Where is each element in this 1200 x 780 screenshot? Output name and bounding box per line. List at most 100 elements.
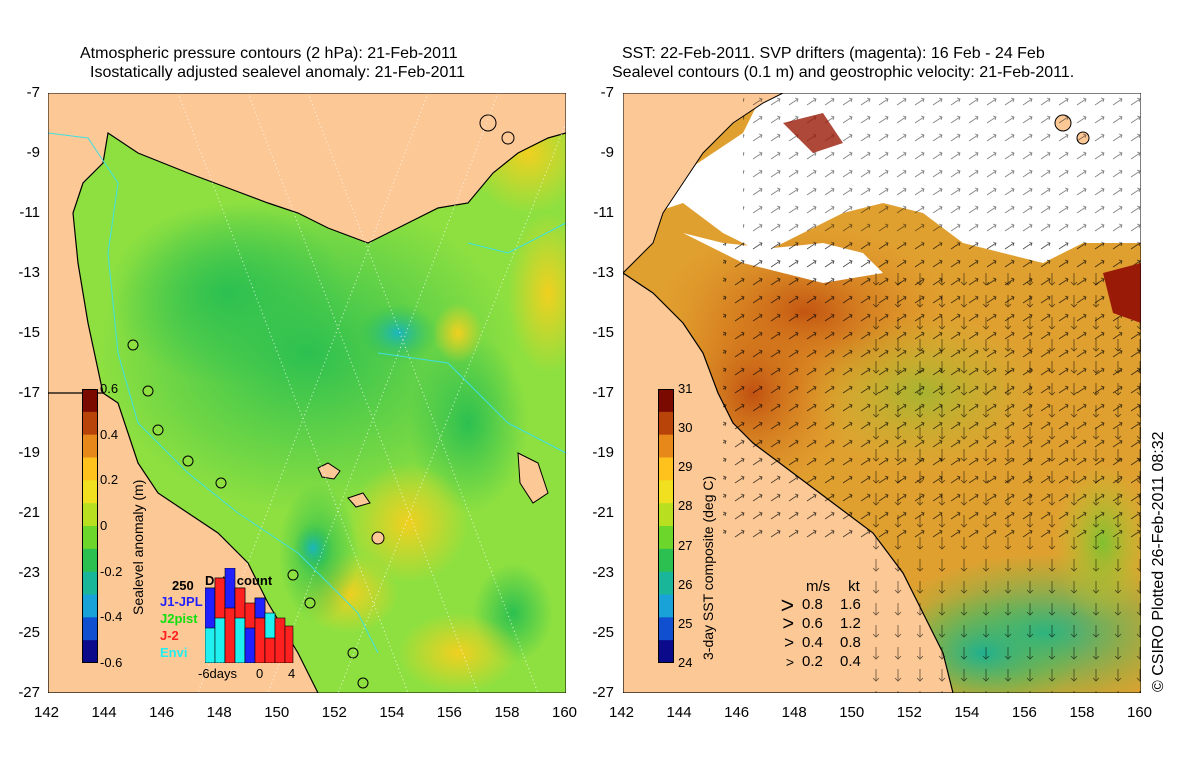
right-colorbar-tick: 28 bbox=[678, 498, 693, 514]
colorbar-segment bbox=[82, 411, 98, 436]
right-y-tick: -13 bbox=[592, 264, 614, 281]
colorbar-segment bbox=[658, 548, 674, 573]
left-y-tick: -15 bbox=[18, 324, 40, 341]
colorbar-segment bbox=[82, 594, 98, 618]
right-x-tick: 156 bbox=[1011, 704, 1037, 721]
data-count-x-label: -6days bbox=[198, 666, 238, 681]
colorbar-segment bbox=[658, 571, 674, 595]
left-y-tick: -11 bbox=[19, 204, 40, 221]
velocity-legend-ms: 0.8 bbox=[802, 596, 823, 613]
left-y-tick: -27 bbox=[18, 684, 40, 701]
left-map bbox=[48, 93, 566, 693]
velocity-legend-ms: 0.2 bbox=[802, 653, 823, 670]
colorbar-segment bbox=[82, 457, 98, 481]
right-colorbar bbox=[658, 389, 674, 663]
right-title-line1: SST: 22-Feb-2011. SVP drifters (magenta)… bbox=[622, 45, 1045, 62]
velocity-arrow-icon: > bbox=[782, 612, 794, 635]
right-x-tick: 158 bbox=[1069, 704, 1095, 721]
velocity-legend-kt: 0.8 bbox=[840, 634, 861, 651]
right-x-tick: 144 bbox=[666, 704, 692, 721]
colorbar-segment bbox=[82, 480, 98, 504]
right-x-tick: 154 bbox=[954, 704, 980, 721]
left-y-tick: -25 bbox=[18, 624, 40, 641]
left-colorbar-tick: -0.4 bbox=[100, 609, 123, 625]
colorbar-segment bbox=[82, 617, 98, 641]
right-y-tick: -7 bbox=[600, 84, 614, 101]
right-x-tick: 152 bbox=[896, 704, 922, 721]
colorbar-segment bbox=[82, 571, 98, 595]
left-colorbar-tick: 0.4 bbox=[100, 426, 119, 442]
colorbar-segment bbox=[82, 526, 98, 550]
left-y-tick: -9 bbox=[26, 144, 40, 161]
colorbar-segment bbox=[82, 434, 98, 458]
colorbar-segment bbox=[82, 548, 98, 573]
velocity-arrow-icon: > bbox=[785, 653, 794, 670]
velocity-legend-kt: 1.6 bbox=[840, 596, 861, 613]
data-count-legend-item: J2pist bbox=[160, 611, 198, 626]
right-map bbox=[623, 93, 1141, 693]
left-x-tick: 156 bbox=[436, 704, 462, 721]
right-y-tick: -23 bbox=[592, 564, 614, 581]
right-colorbar-tick: 29 bbox=[678, 459, 693, 475]
left-x-tick: 144 bbox=[91, 704, 117, 721]
right-title-line2: Sealevel contours (0.1 m) and geostrophi… bbox=[612, 64, 1075, 81]
right-y-tick: -19 bbox=[592, 444, 614, 461]
right-y-tick: -27 bbox=[592, 684, 614, 701]
colorbar-segment bbox=[658, 389, 674, 413]
left-x-tick: 148 bbox=[206, 704, 232, 721]
colorbar-segment bbox=[658, 526, 674, 550]
data-count-x-label: 4 bbox=[288, 666, 296, 681]
right-x-tick: 142 bbox=[609, 704, 635, 721]
left-colorbar-tick: -0.2 bbox=[100, 563, 123, 579]
colorbar-segment bbox=[658, 617, 674, 641]
left-x-tick: 150 bbox=[264, 704, 290, 721]
right-y-tick: -21 bbox=[592, 504, 614, 521]
colorbar-segment bbox=[658, 411, 674, 436]
velocity-legend-ms: 0.4 bbox=[802, 634, 823, 651]
velocity-arrow-icon: > bbox=[780, 591, 794, 618]
left-x-tick: 142 bbox=[34, 704, 60, 721]
left-x-tick: 158 bbox=[494, 704, 520, 721]
velocity-legend-ms: 0.6 bbox=[802, 615, 823, 632]
colorbar-segment bbox=[82, 389, 98, 413]
left-title-line2: Isostatically adjusted sealevel anomaly:… bbox=[90, 64, 466, 81]
right-x-tick: 160 bbox=[1127, 704, 1153, 721]
left-title-line1: Atmospheric pressure contours (2 hPa): 2… bbox=[80, 45, 458, 62]
left-x-tick: 152 bbox=[321, 704, 347, 721]
colorbar-segment bbox=[658, 503, 674, 527]
colorbar-segment bbox=[658, 640, 674, 663]
left-x-tick: 146 bbox=[149, 704, 175, 721]
right-y-tick: -25 bbox=[592, 624, 614, 641]
right-x-tick: 150 bbox=[839, 704, 865, 721]
colorbar-segment bbox=[658, 434, 674, 458]
velocity-legend-row: >0.2 0.4 bbox=[778, 652, 888, 671]
left-colorbar-tick: -0.6 bbox=[100, 655, 123, 670]
velocity-arrow-icon: > bbox=[784, 632, 794, 652]
left-y-tick: -7 bbox=[26, 84, 40, 101]
right-y-tick: -9 bbox=[600, 144, 614, 161]
left-y-tick: -23 bbox=[18, 564, 40, 581]
velocity-legend-row: >0.4 0.8 bbox=[778, 633, 888, 652]
colorbar-segment bbox=[658, 457, 674, 481]
left-x-tick: 154 bbox=[379, 704, 405, 721]
right-colorbar-tick: 24 bbox=[678, 655, 693, 670]
colorbar-segment bbox=[82, 640, 98, 663]
data-count-legend-item: Envi bbox=[160, 645, 188, 660]
colorbar-segment bbox=[82, 503, 98, 527]
data-count-max: 250 bbox=[172, 578, 194, 593]
left-colorbar-label: Sealevel anomaly (m) bbox=[130, 479, 146, 615]
velocity-legend: m/s kt >0.8 1.6 >0.6 1.2 >0.4 0.8 >0.2 0.4 bbox=[778, 578, 888, 671]
left-colorbar-tick: 0.6 bbox=[100, 381, 119, 396]
colorbar-segment bbox=[658, 594, 674, 618]
left-colorbar bbox=[82, 389, 98, 663]
right-x-tick: 146 bbox=[724, 704, 750, 721]
data-count-x-label: 0 bbox=[256, 666, 264, 681]
right-colorbar-label: 3-day SST composite (deg C) bbox=[700, 475, 716, 660]
data-count-bars bbox=[205, 568, 295, 663]
left-colorbar-tick: 0.2 bbox=[100, 472, 119, 488]
data-count-legend-item: J-2 bbox=[160, 628, 179, 643]
left-y-tick: -17 bbox=[18, 384, 40, 401]
data-count-legend-item: J1-JPL bbox=[160, 594, 203, 609]
right-colorbar-tick: 25 bbox=[678, 615, 693, 631]
data-count-inset: 250 Data count J1-JPL J2pist J-2 Envi -6day… bbox=[160, 568, 300, 688]
